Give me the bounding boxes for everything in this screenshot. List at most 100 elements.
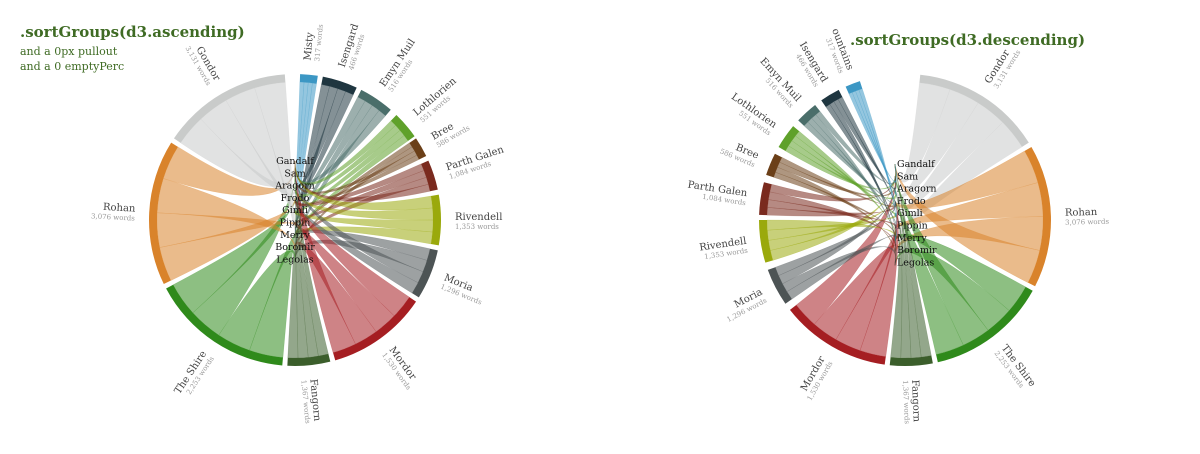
character-name: Merry xyxy=(280,230,310,241)
location-arc xyxy=(287,353,331,366)
location-arc xyxy=(766,153,783,178)
character-name: Sam xyxy=(284,168,305,179)
location-arc xyxy=(759,182,772,216)
ribbons xyxy=(766,82,1044,359)
location-arc xyxy=(936,286,1033,363)
character-name: Legolas xyxy=(276,254,313,265)
location-arc xyxy=(333,297,417,361)
ribbons xyxy=(156,81,434,359)
location-name: Misty xyxy=(302,32,316,62)
chord-ribbon xyxy=(894,163,1040,283)
location-word-count: 1,367 words xyxy=(901,380,911,425)
location-arc xyxy=(821,89,843,107)
character-name: Gimli xyxy=(897,208,923,219)
character-name: Pippin xyxy=(280,218,311,229)
character-name: Boromir xyxy=(275,242,315,253)
chord-ribbon xyxy=(156,178,296,251)
location-arcs xyxy=(148,74,441,366)
left-panel-subtitle-1: and a 0px pullout xyxy=(20,45,118,58)
right-panel-title: .sortGroups(d3.descending) xyxy=(850,31,1085,49)
character-name: Aragorn xyxy=(274,181,315,192)
location-word-count: 1,353 words xyxy=(455,223,499,231)
chord-ribbon xyxy=(795,130,897,241)
location-arc xyxy=(148,142,178,285)
character-name: Legolas xyxy=(897,257,934,268)
location-name: Fangorn xyxy=(909,379,922,422)
location-arc xyxy=(299,74,318,84)
chord-ribbon xyxy=(192,173,296,336)
location-word-count: 3,076 words xyxy=(1065,218,1109,227)
chord-ribbon xyxy=(837,96,897,206)
chord-ribbon xyxy=(294,222,395,332)
left-panel-title: .sortGroups(d3.ascending) xyxy=(20,23,245,41)
location-arc xyxy=(421,160,438,192)
chord-ribbon xyxy=(777,161,896,197)
character-name: Frodo xyxy=(281,193,310,204)
location-name: Rohan xyxy=(103,202,136,215)
character-name: Frodo xyxy=(897,196,926,207)
chord-ribbon xyxy=(894,200,964,355)
character-name: Gandalf xyxy=(897,159,936,170)
location-word-count: 3,076 words xyxy=(91,212,136,222)
character-name: Sam xyxy=(897,171,918,182)
character-name: Merry xyxy=(897,233,927,244)
chord-ribbon xyxy=(775,200,896,276)
chord-ribbon xyxy=(294,229,431,261)
location-name: Fangorn xyxy=(307,378,322,422)
location-arcs xyxy=(759,74,1051,366)
character-name: Pippin xyxy=(897,221,928,232)
chord-ribbon xyxy=(859,200,899,357)
location-arc xyxy=(166,284,283,366)
character-name: Aragorn xyxy=(896,184,937,195)
chord-ribbon xyxy=(855,89,898,217)
location-arc xyxy=(390,114,415,141)
chord-ribbon xyxy=(254,82,296,238)
character-name: Boromir xyxy=(897,245,937,256)
location-word-count: 317 words xyxy=(313,24,325,62)
location-arc xyxy=(778,126,800,151)
location-arc xyxy=(321,76,357,95)
location-arc xyxy=(1024,147,1051,287)
character-name: Gimli xyxy=(282,205,308,216)
location-arc xyxy=(412,248,438,298)
location-name: Rivendell xyxy=(455,212,502,223)
character-name: Gandalf xyxy=(276,156,315,167)
location-arc xyxy=(357,89,391,116)
location-arc xyxy=(767,267,792,304)
location-name: Rohan xyxy=(1065,207,1098,219)
location-arc xyxy=(173,74,286,143)
left-panel-subtitle-2: and a 0 emptyPerc xyxy=(20,60,124,73)
chord-ribbon xyxy=(779,157,897,208)
location-arc xyxy=(919,74,1029,147)
location-arc xyxy=(789,304,886,365)
